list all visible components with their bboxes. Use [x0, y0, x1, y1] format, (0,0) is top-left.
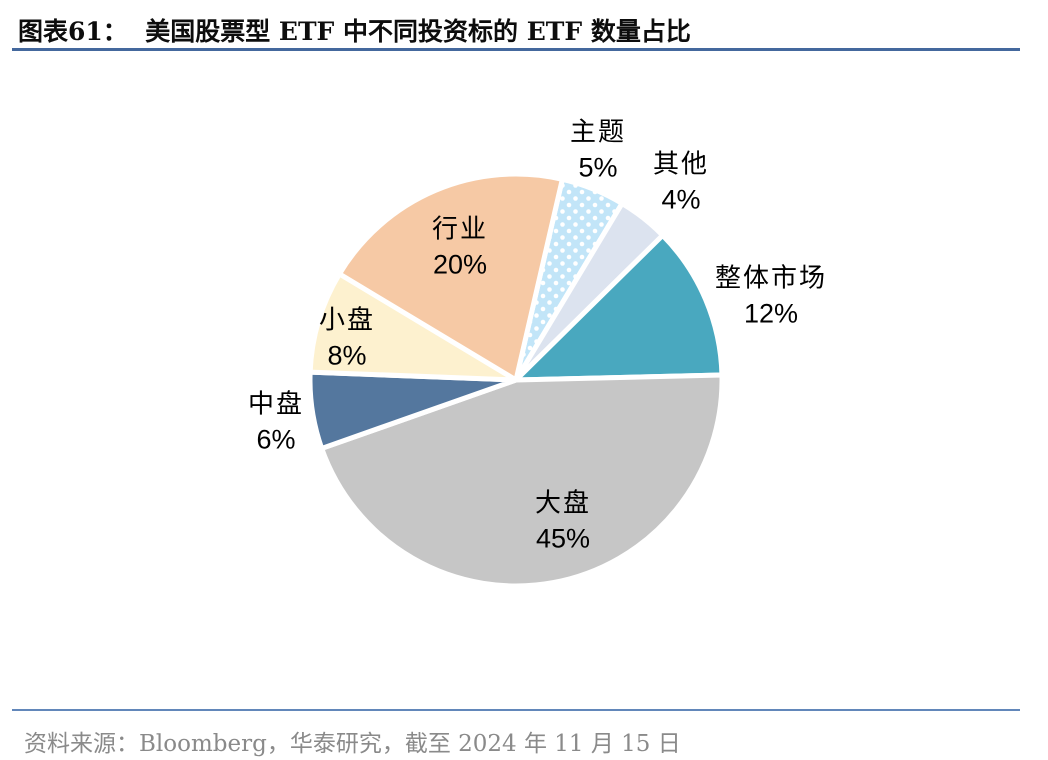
slice-label-large-cap-pct: 45% [535, 523, 591, 554]
slice-label-theme: 主题 5% [570, 116, 626, 185]
slice-label-other: 其他 4% [653, 148, 709, 217]
slice-label-other-name: 其他 [652, 149, 710, 180]
slice-label-mid-cap-name: 中盘 [247, 389, 305, 420]
slice-label-mid-cap-pct: 6% [256, 424, 296, 455]
slice-label-sector-pct: 20% [432, 249, 488, 280]
slice-label-sector-name: 行业 [431, 214, 489, 245]
slice-label-mid-cap: 中盘 6% [248, 388, 304, 457]
slice-label-small-cap: 小盘 8% [319, 304, 375, 373]
source-note: 资料来源：Bloomberg，华泰研究，截至 2024 年 11 月 15 日 [24, 731, 681, 757]
slice-label-sector: 行业 20% [432, 213, 488, 282]
footer-divider [12, 709, 1020, 711]
slice-label-broad-market: 整体市场 12% [715, 262, 827, 331]
slice-label-large-cap-name: 大盘 [534, 488, 592, 519]
pie-slice-large-cap [319, 372, 725, 589]
slice-label-other-pct: 4% [661, 184, 701, 215]
slice-label-theme-name: 主题 [569, 117, 627, 148]
slice-label-broad-market-pct: 12% [743, 298, 799, 329]
slice-label-small-cap-pct: 8% [327, 340, 367, 371]
pie-slice-sector [336, 171, 565, 383]
page-title: 图表61： 美国股票型 ETF 中不同投资标的 ETF 数量占比 [18, 17, 691, 46]
pie-slice-broad-market [513, 232, 725, 383]
slice-label-small-cap-name: 小盘 [318, 305, 376, 336]
slice-label-large-cap: 大盘 45% [535, 487, 591, 556]
title-divider [12, 48, 1020, 51]
slice-label-broad-market-name: 整体市场 [714, 263, 828, 294]
slice-label-theme-pct: 5% [578, 152, 618, 183]
